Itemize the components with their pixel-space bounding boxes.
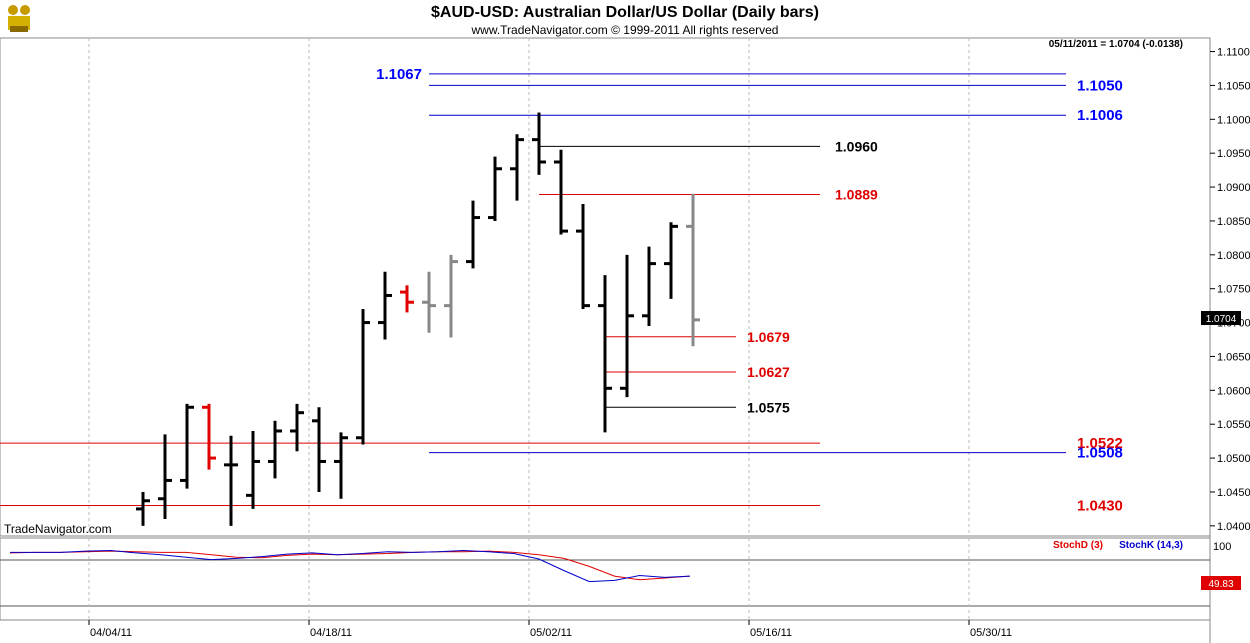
ohlc-bar xyxy=(268,420,282,479)
y-tick-label: 1.0500 xyxy=(1217,453,1250,465)
level-label: 1.0575 xyxy=(747,399,790,415)
ohlc-bar xyxy=(136,491,150,526)
y-tick-label: 1.1100 xyxy=(1217,47,1250,59)
stochastic-pane: StochD (3) StochK (14,3) 100 49.83 xyxy=(0,537,1241,621)
y-tick-label: 1.1000 xyxy=(1217,114,1250,126)
level-label: 1.0430 xyxy=(1077,498,1123,515)
x-tick-label: 04/04/11 xyxy=(90,627,132,639)
vertical-gridlines xyxy=(88,38,970,536)
ohlc-bar xyxy=(224,435,238,526)
ohlc-bar xyxy=(576,204,590,310)
date-axis: 04/04/11 04/18/11 05/02/11 05/16/11 05/30/11 xyxy=(88,620,1012,639)
ohlc-bar xyxy=(554,149,568,235)
level-label: 1.0679 xyxy=(747,329,790,345)
last-price-label: 1.0704 xyxy=(1206,314,1237,325)
y-tick-label: 1.0900 xyxy=(1217,182,1250,194)
stoch-k-line xyxy=(10,549,691,583)
y-tick-label: 1.0800 xyxy=(1217,250,1250,262)
y-tick-label: 1.0750 xyxy=(1217,284,1250,296)
x-tick-label: 05/16/11 xyxy=(750,627,792,639)
last-quote-readout: 05/11/2011 = 1.0704 (-0.0138) xyxy=(1049,39,1183,50)
ohlc-bar xyxy=(532,112,546,175)
ohlc-bar xyxy=(686,193,700,347)
y-tick-label: 1.0600 xyxy=(1217,385,1250,397)
ohlc-bar xyxy=(444,254,458,338)
x-tick-label: 04/18/11 xyxy=(310,627,352,639)
level-label: 1.0522 xyxy=(1077,435,1123,452)
y-tick-label: 1.0950 xyxy=(1217,148,1250,160)
ohlc-bar xyxy=(510,134,524,201)
ohlc-bar xyxy=(400,285,414,313)
ohlc-bar xyxy=(642,246,656,326)
level-lines: 1.1067 1.1050 1.1006 1.0960 1.0889 1.0679 1.06… xyxy=(0,66,1123,515)
level-label: 1.1067 xyxy=(376,66,422,83)
level-label: 1.1006 xyxy=(1077,107,1123,124)
level-label: 1.0627 xyxy=(747,364,790,380)
y-tick-label: 1.1050 xyxy=(1217,80,1250,92)
price-pane: 1.1067 1.1050 1.1006 1.0960 1.0889 1.0679 1.06… xyxy=(0,37,1211,537)
ohlc-bar xyxy=(466,200,480,269)
ohlc-bar xyxy=(334,432,348,499)
y-tick-label: 1.0850 xyxy=(1217,216,1250,228)
ohlc-bar xyxy=(202,403,216,470)
trade-navigator-logo-icon xyxy=(8,5,30,32)
ohlc-bar xyxy=(422,271,436,333)
stoch-value-marker xyxy=(1201,576,1241,590)
y-tick-label: 1.0550 xyxy=(1217,419,1250,431)
chart-subtitle: www.TradeNavigator.com © 1999-2011 All r… xyxy=(471,23,779,37)
stoch-d-legend: StochD (3) xyxy=(1053,540,1103,551)
ohlc-bar xyxy=(246,430,260,509)
level-label: 1.0508 xyxy=(1077,445,1123,462)
level-label: 1.0960 xyxy=(835,138,878,154)
price-bars xyxy=(136,112,700,526)
ohlc-bar xyxy=(598,275,612,433)
level-label: 1.0889 xyxy=(835,187,878,203)
stoch-k-legend: StochK (14,3) xyxy=(1119,540,1183,551)
ohlc-bar xyxy=(290,403,304,452)
last-price-marker: 1.0704 xyxy=(1201,311,1241,325)
stoch-value-label: 49.83 xyxy=(1208,579,1233,590)
y-tick-label: 1.0650 xyxy=(1217,351,1250,363)
y-tick-label: 1.0450 xyxy=(1217,487,1250,499)
y-tick-label: 1.0400 xyxy=(1217,521,1250,533)
chart-title: $AUD-USD: Australian Dollar/US Dollar (D… xyxy=(431,4,819,21)
watermark: TradeNavigator.com xyxy=(4,522,112,536)
ohlc-bar xyxy=(620,254,634,398)
ohlc-bar xyxy=(488,156,502,221)
ohlc-bar xyxy=(378,271,392,340)
stoch-axis-label: 100 xyxy=(1213,541,1231,553)
x-tick-label: 05/02/11 xyxy=(530,627,572,639)
ohlc-bar xyxy=(664,222,678,299)
ohlc-bar xyxy=(356,309,370,445)
x-tick-label: 05/30/11 xyxy=(970,627,1012,639)
ohlc-bar xyxy=(180,403,194,489)
ohlc-bar xyxy=(158,434,172,520)
ohlc-bar xyxy=(312,407,326,492)
level-label: 1.1050 xyxy=(1077,77,1123,94)
